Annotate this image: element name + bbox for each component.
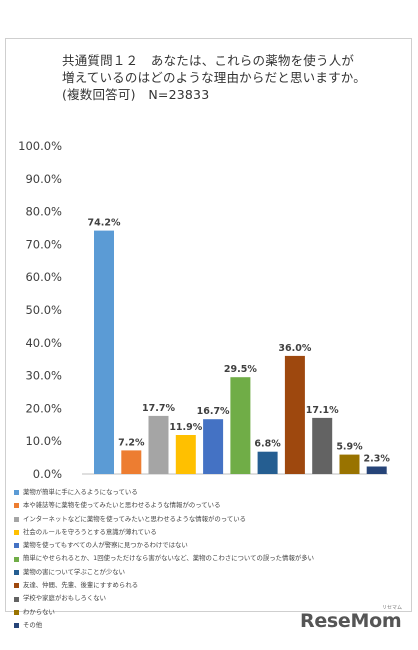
y-tick-label: 100.0%: [18, 139, 62, 153]
legend-item: 本や雑誌等に薬物を使ってみたいと思わせるような情報がのっている: [14, 499, 406, 512]
legend-label: 友達、仲間、先輩、後輩にすすめられる: [23, 581, 139, 590]
legend-label: 学校や家庭がおもしろくない: [23, 594, 107, 603]
legend-item: 学校や家庭がおもしろくない: [14, 592, 406, 605]
legend-swatch: [14, 596, 19, 602]
legend-swatch: [14, 490, 19, 496]
bar-value-label: 7.2%: [118, 437, 145, 448]
legend-item: 社会のルールを守ろうとする意識が薄れている: [14, 526, 406, 539]
legend-item: その他: [14, 619, 406, 632]
y-tick-label: 10.0%: [25, 434, 62, 448]
y-tick-label: 20.0%: [25, 401, 62, 415]
bar-value-label: 29.5%: [224, 364, 257, 375]
bar-value-label: 6.8%: [254, 439, 281, 450]
legend-label: わからない: [23, 607, 55, 616]
y-tick-label: 50.0%: [25, 303, 62, 317]
title-line-2: 増えているのはどのような理由からだと思いますか。(複数回答可) N=23833: [62, 70, 366, 102]
legend-label: 薬物の害について学ぶことが少ない: [23, 567, 126, 576]
bar-11: [366, 466, 387, 474]
y-tick-label: 70.0%: [25, 237, 62, 251]
y-tick-label: 80.0%: [25, 205, 62, 219]
bar-value-label: 17.7%: [142, 403, 175, 414]
legend-item: 薬物を使ってもすべての人が警察に見つかるわけではない: [14, 539, 406, 552]
legend-swatch: [14, 569, 19, 575]
legend-label: 社会のルールを守ろうとする意識が薄れている: [23, 527, 157, 536]
legend-swatch: [14, 516, 19, 522]
legend-label: 薬物が簡単に手に入るようになっている: [23, 488, 138, 496]
bar-2: [121, 450, 142, 474]
legend-label: その他: [23, 620, 43, 629]
legend-swatch: [14, 530, 19, 536]
bar-1: [94, 230, 114, 474]
legend-swatch: [14, 623, 19, 629]
chart-title: 共通質問１２ あなたは、これらの薬物を使う人が 増えているのはどのような理由から…: [62, 52, 382, 103]
bar-7: [257, 451, 278, 474]
bar-8: [284, 355, 305, 474]
legend-swatch: [14, 583, 19, 589]
bar-value-label: 17.1%: [306, 405, 339, 416]
legend-swatch: [14, 543, 19, 549]
bar-value-label: 5.9%: [336, 442, 363, 453]
legend-item: わからない: [14, 606, 406, 619]
legend-item: 薬物が簡単に手に入るようになっている: [14, 486, 406, 499]
bar-6: [230, 377, 251, 474]
y-tick-label: 90.0%: [25, 172, 62, 186]
y-tick-label: 60.0%: [25, 270, 62, 284]
y-tick-label: 0.0%: [33, 467, 62, 481]
legend-swatch: [14, 556, 19, 562]
legend-label: 本や雑誌等に薬物を使ってみたいと思わせるような情報がのっている: [23, 501, 221, 510]
legend-swatch: [14, 609, 19, 615]
bar-5: [203, 419, 224, 474]
bar-10: [339, 454, 360, 474]
chart-legend: 薬物が簡単に手に入るようになっている本や雑誌等に薬物を使ってみたいと思わせるよう…: [14, 486, 406, 632]
bar-4: [175, 435, 196, 474]
title-line-1: 共通質問１２ あなたは、これらの薬物を使う人が: [62, 53, 355, 68]
chart-frame: [5, 38, 412, 612]
bar-9: [312, 417, 333, 474]
bar-value-label: 2.3%: [364, 454, 391, 465]
legend-label: 薬物を使ってもすべての人が警察に見つかるわけではない: [23, 541, 188, 550]
bar-value-label: 11.9%: [169, 422, 202, 433]
legend-item: 薬物の害について学ぶことが少ない: [14, 566, 406, 579]
bar-value-label: 36.0%: [278, 343, 311, 354]
resemom-logo-sub: リセマム: [382, 605, 403, 611]
legend-swatch: [14, 503, 19, 509]
legend-label: 簡単にやせられるとか、1回使っただけなら害がないなど、薬物のこわさについての誤っ…: [23, 554, 315, 563]
legend-item: インターネットなどに薬物を使ってみたいと思わせるような情報がのっている: [14, 513, 406, 526]
bar-value-label: 16.7%: [197, 406, 230, 417]
legend-label: インターネットなどに薬物を使ってみたいと思わせるような情報がのっている: [23, 514, 247, 523]
legend-item: 友達、仲間、先輩、後輩にすすめられる: [14, 579, 406, 592]
y-tick-label: 40.0%: [25, 336, 62, 350]
bar-3: [148, 415, 169, 474]
y-tick-label: 30.0%: [25, 369, 62, 383]
legend-item: 簡単にやせられるとか、1回使っただけなら害がないなど、薬物のこわさについての誤っ…: [14, 552, 406, 565]
resemom-logo: ReseMom: [300, 610, 402, 632]
bar-value-label: 74.2%: [88, 218, 121, 229]
